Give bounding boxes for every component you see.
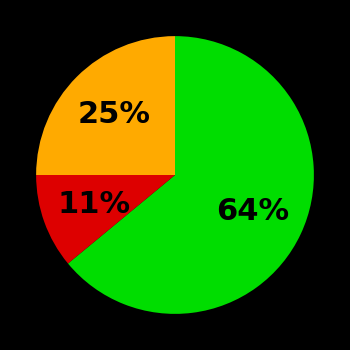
- Wedge shape: [68, 36, 314, 314]
- Wedge shape: [36, 175, 175, 264]
- Wedge shape: [36, 36, 175, 175]
- Text: 64%: 64%: [216, 197, 289, 226]
- Text: 11%: 11%: [57, 190, 131, 219]
- Text: 25%: 25%: [78, 100, 150, 128]
